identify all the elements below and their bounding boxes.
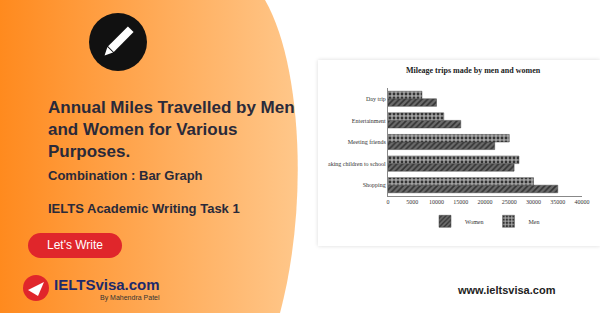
svg-text:Shopping: Shopping (363, 182, 386, 188)
svg-text:35000: 35000 (550, 199, 565, 205)
svg-text:Day trip: Day trip (366, 96, 386, 102)
svg-text:0: 0 (387, 199, 390, 205)
svg-text:Mileage trips made by men and: Mileage trips made by men and women (406, 66, 541, 75)
svg-text:Entertainment: Entertainment (352, 118, 386, 124)
html-text:IELTSvisa.com: IELTSvisa.com (54, 276, 160, 293)
svg-text:Meeting friends: Meeting friends (348, 139, 387, 145)
html-text:IELTS Academic Writing Task 1: IELTS Academic Writing Task 1 (48, 201, 240, 216)
svg-text:5000: 5000 (406, 199, 418, 205)
html-text:Combination : Bar Graph: Combination : Bar Graph (48, 168, 203, 183)
svg-text:25000: 25000 (502, 199, 517, 205)
svg-text:Men: Men (529, 219, 540, 225)
html-text:By Mahendra Patel: By Mahendra Patel (100, 294, 160, 301)
svg-text:aking children to school: aking children to school (328, 161, 386, 167)
svg-text:20000: 20000 (478, 199, 493, 205)
svg-text:30000: 30000 (526, 199, 541, 205)
svg-text:10000: 10000 (429, 199, 444, 205)
svg-text:40000: 40000 (575, 199, 590, 205)
svg-text:Women: Women (465, 219, 484, 225)
svg-text:15000: 15000 (453, 199, 468, 205)
html-text:www.ieltsvisa.com: www.ieltsvisa.com (458, 284, 556, 296)
html-text:Annual Miles Travelled by Men: Annual Miles Travelled by Men and Women … (48, 98, 295, 161)
html-text:Let's Write: Let's Write (47, 238, 103, 252)
